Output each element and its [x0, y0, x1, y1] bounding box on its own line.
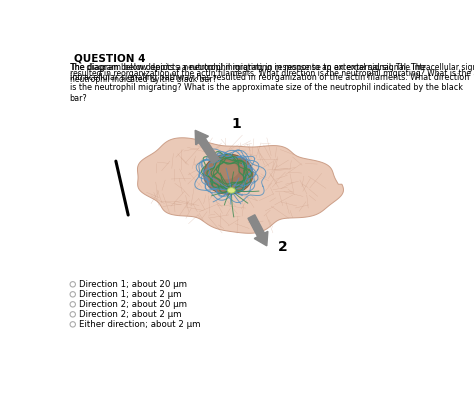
Ellipse shape — [204, 154, 253, 194]
Text: The diagram below depicts a neutrophil migrating in response to an external sign: The diagram below depicts a neutrophil m… — [70, 62, 474, 72]
Text: Direction 1; about 20 μm: Direction 1; about 20 μm — [79, 280, 187, 289]
Text: Direction 2; about 20 μm: Direction 2; about 20 μm — [79, 300, 187, 309]
Text: Direction 1; about 2 μm: Direction 1; about 2 μm — [79, 290, 182, 299]
Ellipse shape — [212, 162, 239, 179]
Text: QUESTION 4: QUESTION 4 — [74, 53, 146, 63]
Text: Either direction; about 2 μm: Either direction; about 2 μm — [79, 320, 201, 329]
Ellipse shape — [228, 188, 235, 193]
Polygon shape — [137, 138, 344, 233]
Text: resulted in reorganization of the actin filaments. What direction is the neutrop: resulted in reorganization of the actin … — [70, 69, 474, 78]
Text: 1: 1 — [231, 117, 241, 131]
Text: 2: 2 — [278, 241, 287, 254]
Text: neutrophil indicated by the black bar?: neutrophil indicated by the black bar? — [70, 75, 216, 84]
FancyArrow shape — [248, 215, 268, 246]
FancyArrow shape — [195, 130, 219, 163]
Text: The diagram below depicts a neutrophil migrating in response to an external sign: The diagram below depicts a neutrophil m… — [70, 62, 469, 103]
Text: Direction 2; about 2 μm: Direction 2; about 2 μm — [79, 310, 182, 319]
